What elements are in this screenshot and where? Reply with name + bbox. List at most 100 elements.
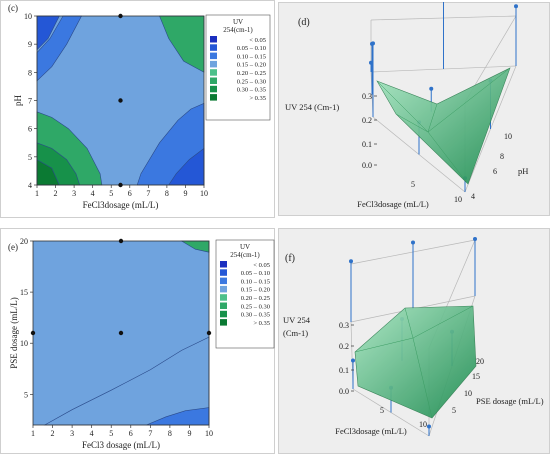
panel-label: (f) [285,253,295,264]
y-tick-label-2: 8 [500,152,504,161]
design-point-1 [118,13,123,19]
y-tick-label-2: 15 [472,372,480,381]
y-tick-label-0: 4 [28,181,32,190]
data-point-2 [514,4,518,9]
legend-entry-5: 0.25 – 0.30 [237,78,266,85]
design-point-3 [30,330,36,336]
legend-swatch-1 [210,44,217,51]
y-tick-label-4: 8 [28,68,32,77]
y-axis-label: pH [13,95,23,107]
x-tick-label-0: 1 [35,189,39,198]
y-tick-label-0: 5 [452,406,456,415]
data-point-2 [349,259,353,264]
z-tick-label-3: 0.3 [362,92,372,101]
data-point-4 [351,358,355,363]
x-tick-label-6: 7 [148,429,152,438]
data-point-5 [427,424,431,429]
data-point-7 [370,41,374,46]
y-tick-label-2: 6 [28,125,32,134]
contour-region-1 [36,15,82,82]
x-tick-label-0: 5 [380,406,384,415]
legend-entry-0: < 0.05 [253,262,270,269]
design-point-0 [118,330,124,336]
x-axis-label: FeCl3dosage (mL/L) [357,199,429,209]
y-tick-label-1: 5 [28,153,32,162]
legend-title-line1: UV [233,18,243,26]
x-tick-label-3: 4 [90,429,94,438]
legend-box [215,239,275,349]
z-axis-label-line1: UV 254 (Cm-1) [285,102,339,112]
panel-label: (e) [8,242,18,252]
y-tick-label-3: 7 [28,97,32,106]
legend-swatch-1 [220,269,227,276]
y-tick-label-0: 4 [471,192,475,201]
legend-entry-6: 0.30 – 0.35 [241,312,270,319]
z-tick-label-0: 0.0 [362,161,372,170]
legend-entry-4: 0.20 – 0.25 [241,295,270,302]
y-axis-label: pH [518,166,528,176]
x-tick-label-1: 10 [419,420,427,429]
x-tick-label-8: 9 [183,189,187,198]
legend-swatch-3 [210,60,217,68]
legend-entry-2: 0.10 – 0.15 [241,278,270,285]
surface-plot-ph: 0.0 0.1 0.2 0.3 5 10 4 68 10 (d) UV 254 (Cm-1) FeCl… [278,2,550,216]
x-axis-label: FeCl3dosage (mL/L) [83,200,159,210]
legend-entry-5: 0.25 – 0.30 [241,303,270,310]
legend-entry-6: 0.30 – 0.35 [237,87,266,94]
contour-plot-ph: 1 2 3 4 5 6 7 8 9 10 4 5 6 7 8 9 10 FeCl3dosage (mL/L) pH (… [0,0,275,218]
data-point-0 [411,240,415,245]
legend-entry-3: 0.15 – 0.20 [237,62,266,69]
x-tick-label-3: 4 [91,189,95,198]
y-tick-label-3: 20 [20,237,28,246]
legend-swatch-6 [220,310,227,318]
legend-title-line2: 254(cm-1) [230,251,260,259]
response-surface [376,67,511,185]
y-tick-label-1: 10 [464,389,472,398]
surface-mesh-line-2 [395,67,511,133]
x-tick-label-1: 2 [51,429,55,438]
legend-entry-7: > 0.35 [249,95,266,102]
x-axis-label: FeCl3dosage (mL/L) [335,426,407,436]
legend-swatch-2 [220,277,227,285]
legend-title-line1: UV [240,243,250,251]
design-point-2 [118,182,123,188]
legend-swatch-7 [210,94,217,101]
y-tick-label-2: 15 [20,288,28,297]
x-tick-label-9: 10 [205,429,213,438]
contour-plot-pse: 1 2 3 4 5 6 7 8 9 10 5 10 15 20 FeCl3 dosage (mL/L) PSE… [0,228,275,454]
y-axis-label: PSE dosage (mL/L) [476,396,544,406]
y-tick-label-0: 5 [24,390,28,399]
z-tick-label-2: 0.2 [339,342,349,351]
y-tick-label-1: 10 [20,339,28,348]
x-tick-label-0: 1 [31,429,35,438]
y-tick-label-6: 10 [24,12,32,21]
y-tick-label-5: 9 [28,40,32,49]
x-tick-label-6: 7 [146,189,150,198]
legend-swatch-0 [220,261,227,268]
x-tick-label-2: 3 [72,189,76,198]
z-axis-label-line2: (Cm-1) [283,328,308,338]
legend-entry-0: < 0.05 [249,37,266,44]
data-point-1 [473,237,477,241]
panel-label: (d) [298,17,310,28]
legend-swatch-5 [220,302,227,309]
z-tick-label-3: 0.3 [339,321,349,330]
surface-mesh-line-1 [404,307,433,419]
z-tick-label-0: 0.0 [339,387,349,396]
legend-swatch-5 [210,77,217,84]
y-tick-label-3: 10 [504,132,512,141]
x-tick-label-4: 5 [109,189,113,198]
y-tick-label-3: 20 [476,357,484,366]
legend-entry-7: > 0.35 [253,320,270,327]
legend-swatch-0 [210,36,217,43]
legend-title-line2: 254(cm-1) [223,26,253,34]
x-tick-label-9: 10 [200,189,208,198]
x-tick-label-5: 6 [129,429,133,438]
legend-swatch-7 [220,319,227,326]
x-tick-label-7: 8 [168,429,172,438]
x-tick-label-1: 2 [54,189,58,198]
y-tick-label-1: 6 [493,167,497,176]
surface-mesh-line-1 [427,103,438,133]
